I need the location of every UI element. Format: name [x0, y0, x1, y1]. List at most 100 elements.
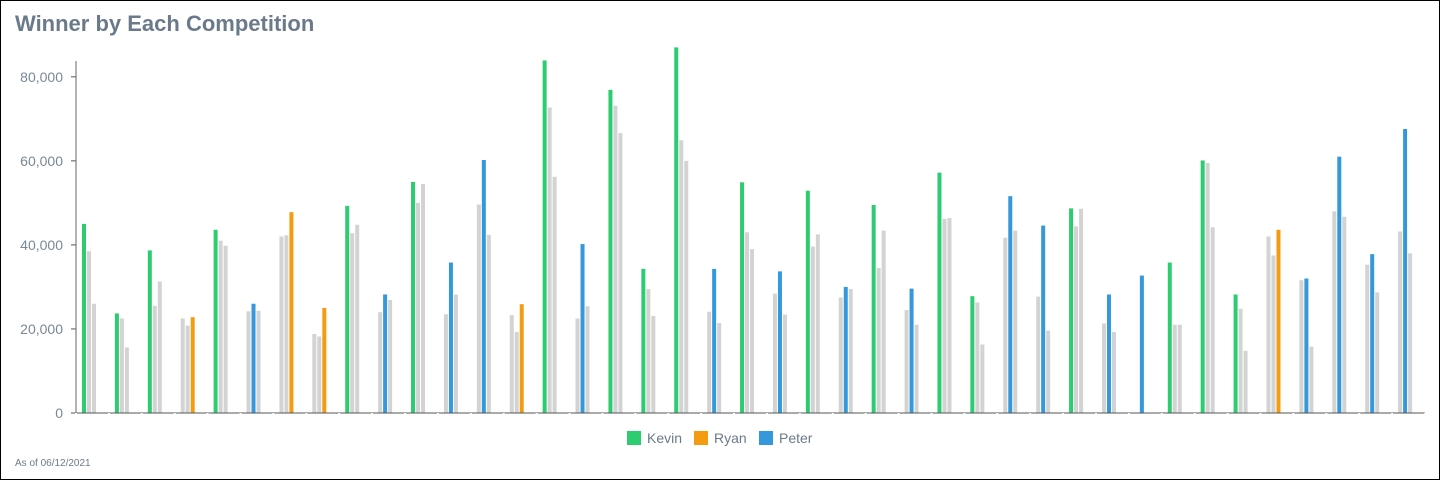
bar — [1101, 323, 1106, 413]
bar — [185, 325, 190, 413]
bar — [1046, 330, 1051, 413]
bar — [646, 289, 651, 413]
bar — [1375, 292, 1380, 413]
bar — [980, 344, 985, 413]
bar — [1036, 296, 1041, 413]
bar — [218, 240, 223, 413]
bar — [881, 230, 886, 413]
bar — [750, 249, 755, 413]
bar — [92, 303, 96, 413]
bar — [1177, 324, 1182, 413]
bar — [1069, 208, 1074, 413]
bar — [322, 307, 327, 413]
bar — [355, 224, 360, 413]
bar — [843, 286, 848, 413]
bar — [1403, 128, 1408, 413]
bar — [717, 323, 722, 413]
bar — [213, 229, 218, 413]
bar — [947, 218, 952, 413]
bar — [1111, 331, 1116, 413]
bar — [1238, 308, 1243, 413]
bar — [684, 160, 689, 413]
bar — [1106, 294, 1111, 413]
bar — [904, 310, 909, 413]
y-tick-label: 60,000 — [20, 153, 63, 169]
y-tick-label: 0 — [55, 405, 63, 421]
bar — [486, 234, 491, 413]
bar — [416, 202, 421, 413]
bar — [679, 140, 684, 413]
bar — [190, 317, 195, 413]
bar — [1304, 278, 1309, 413]
legend-label-ryan: Ryan — [714, 430, 747, 446]
bar — [914, 324, 919, 413]
bar — [223, 245, 228, 413]
bar — [124, 347, 129, 413]
bar — [1266, 236, 1271, 413]
bar — [871, 204, 876, 413]
bar — [1243, 350, 1248, 413]
bar — [777, 271, 782, 413]
bar — [443, 314, 448, 413]
bar — [157, 281, 162, 413]
bar — [251, 303, 256, 413]
bar — [1233, 294, 1238, 413]
legend-swatch-ryan — [694, 431, 708, 445]
bar — [87, 251, 91, 413]
bar — [1210, 227, 1215, 413]
bar — [1342, 216, 1347, 413]
bar — [1013, 230, 1018, 413]
bar — [740, 182, 745, 413]
bar — [279, 236, 284, 413]
bar — [246, 311, 251, 413]
bar — [1398, 231, 1403, 413]
bar — [712, 268, 717, 413]
bar — [1041, 225, 1046, 413]
bar — [942, 218, 947, 413]
bar — [613, 105, 618, 413]
bar — [421, 183, 426, 413]
as-of-footnote: As of 06/12/2021 — [15, 458, 91, 469]
bar — [876, 268, 881, 413]
bar — [1276, 229, 1281, 413]
bar — [909, 288, 914, 413]
bar — [82, 223, 86, 413]
bar — [453, 294, 458, 413]
bar — [772, 293, 777, 413]
bar — [289, 212, 294, 413]
bar — [810, 246, 815, 413]
bar — [448, 262, 453, 413]
bar — [1408, 253, 1413, 413]
bar — [1003, 237, 1008, 413]
bar — [975, 302, 980, 413]
bar — [1370, 254, 1375, 413]
bar — [838, 297, 843, 413]
bar — [514, 331, 519, 413]
bar — [481, 160, 486, 413]
bar — [284, 235, 289, 413]
bar — [1271, 255, 1276, 413]
bar — [1172, 324, 1177, 413]
bar — [312, 333, 317, 413]
bar — [1205, 162, 1210, 413]
bar — [547, 107, 552, 413]
bar — [1299, 280, 1304, 413]
bar — [542, 60, 547, 414]
bar — [585, 306, 590, 413]
bar — [580, 244, 585, 413]
bar — [256, 310, 261, 413]
bar — [1337, 156, 1342, 414]
bar — [1200, 160, 1205, 413]
chart-title: Winner by Each Competition — [15, 11, 315, 36]
legend-swatch-kevin — [627, 431, 641, 445]
bar — [1079, 208, 1084, 413]
bar — [411, 181, 416, 413]
bar — [651, 315, 656, 413]
bar — [937, 172, 942, 413]
bar — [388, 299, 393, 413]
bar — [1074, 226, 1079, 413]
bar — [608, 89, 613, 413]
bar — [147, 250, 152, 413]
